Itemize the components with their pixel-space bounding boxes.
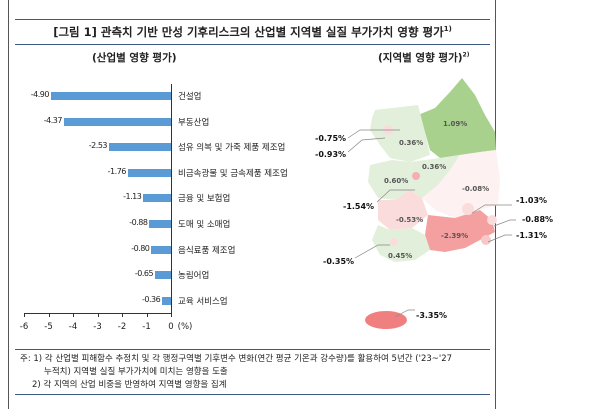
label-gangwon: 1.09%: [443, 120, 467, 128]
region-jeju: [365, 311, 407, 329]
callout-gwangju: -0.35%: [323, 257, 354, 266]
region-daejeon: [412, 172, 420, 180]
bar: [162, 296, 171, 305]
callout-jeju: -3.35%: [416, 311, 447, 320]
x-tick: [48, 313, 50, 317]
bar-value-label: -2.53: [88, 141, 108, 151]
right-subtitle: (지역별 영향 평가)2): [378, 51, 470, 65]
category-label: 비금속광물 및 금속제품 제조업: [178, 168, 288, 179]
region-busan: [481, 235, 491, 245]
label-gyeongbuk: -0.08%: [462, 185, 489, 193]
label-jeonbuk: -0.53%: [396, 216, 423, 224]
x-tick-label: -1: [142, 322, 151, 332]
note-2: 2) 각 지역의 산업 비중을 반영하여 지역별 영향을 집계: [32, 380, 227, 390]
label-gyeongnam: -2.39%: [441, 232, 468, 240]
region-daegu: [462, 203, 474, 215]
x-tick: [171, 313, 172, 317]
left-subtitle: (산업별 영향 평가): [92, 52, 177, 64]
label-jeonnam: 0.45%: [388, 252, 412, 260]
region-gwangju: [390, 238, 398, 246]
x-tick: [122, 313, 123, 317]
title-rule-bottom: [15, 44, 490, 45]
bar-value-label: -0.80: [131, 243, 150, 253]
bar: [63, 117, 171, 126]
y-axis-line: [171, 84, 172, 313]
x-tick-label: -2: [117, 322, 127, 332]
bar: [149, 220, 171, 228]
bar: [151, 245, 171, 254]
category-label: 섬유 의복 및 가죽 제품 제조업: [178, 143, 286, 154]
title-rule-top: [15, 19, 490, 20]
bar-value-label: -0.88: [129, 218, 148, 227]
notes-rule-bottom: [15, 394, 490, 395]
category-label: 건설업: [178, 92, 202, 102]
callout-daejeon: -1.54%: [343, 202, 374, 211]
category-label: 도매 및 소매업: [178, 220, 231, 230]
region-chungbuk: [410, 155, 460, 198]
bar: [155, 271, 171, 280]
category-label: 교육 서비스업: [178, 296, 228, 307]
callout-lines: [347, 129, 516, 318]
x-tick: [24, 313, 25, 317]
category-label: 음식료품 제조업: [178, 245, 236, 256]
bar: [50, 92, 171, 100]
x-tick-label: -4: [68, 322, 78, 332]
label-chungnam: 0.60%: [384, 177, 408, 185]
bar-value-label: -4.90: [30, 90, 50, 99]
region-jeonbuk: [378, 190, 428, 230]
bar-value-label: -0.65: [134, 269, 154, 279]
region-map: 1.09% 0.36% 0.36% 0.60% -0.08% -0.53% -2…: [315, 78, 553, 329]
bar: [127, 168, 171, 177]
label-gyeonggi: 0.36%: [399, 139, 423, 147]
note-1-cont: 누적치) 지역별 실질 부가가치에 미치는 영향을 도출: [44, 367, 228, 377]
bar: [109, 143, 171, 152]
figure-title: [그림 1] 관측치 기반 만성 기후리스크의 산업별 지역별 실질 부가가치 …: [53, 25, 452, 39]
x-tick: [146, 313, 148, 317]
category-label: 부동산업: [178, 117, 210, 128]
region-gyeonggi: [370, 105, 430, 162]
bar-value-label: -0.36: [141, 294, 161, 304]
category-label: 농림어업: [178, 271, 210, 282]
note-1: 주: 1) 각 산업별 피해함수 추정치 및 각 행정구역별 기후변수 변화(연…: [20, 354, 453, 364]
callout-daegu: -1.03%: [516, 196, 547, 205]
region-ulsan: [487, 215, 497, 225]
bar-value-label: -4.37: [43, 115, 63, 125]
region-jeonnam: [372, 225, 430, 262]
region-gangwon: [418, 78, 496, 158]
bar: [143, 194, 171, 203]
x-tick-label: -3: [93, 322, 102, 332]
bar-value-label: -1.13: [123, 192, 142, 202]
callout-ulsan: -0.88%: [522, 215, 553, 224]
x-tick: [97, 313, 99, 317]
callout-incheon: -0.93%: [315, 150, 346, 159]
page-border-left: [8, 0, 9, 409]
region-gyeongnam: [425, 210, 495, 252]
x-unit-label: (%): [177, 322, 193, 332]
category-label: 금융 및 보험업: [178, 194, 231, 205]
x-tick-label: 0: [168, 322, 174, 332]
x-tick-label: -5: [44, 322, 53, 332]
region-gyeongbuk: [422, 150, 500, 218]
bar-value-label: -1.76: [107, 166, 127, 176]
callout-seoul: -0.75%: [315, 134, 346, 143]
x-tick: [73, 313, 74, 317]
notes-rule-top: [15, 349, 490, 350]
label-chungbuk: 0.36%: [422, 163, 446, 171]
x-tick-label: -6: [19, 322, 29, 332]
callout-busan: -1.31%: [516, 231, 547, 240]
